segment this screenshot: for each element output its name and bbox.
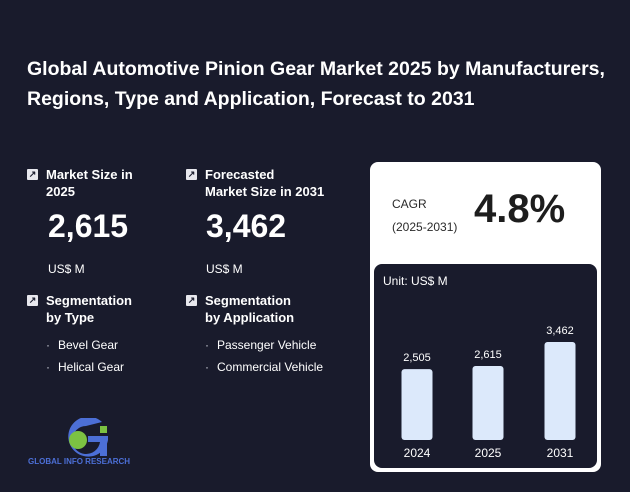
segment-item: Passenger Vehicle [217, 338, 317, 352]
segmentation-application-list: · Passenger Vehicle · Commercial Vehicle [205, 334, 323, 378]
market-size-value: 2,615 [48, 208, 129, 244]
segmentation-application-block: ↗ Segmentation by Application [186, 292, 294, 326]
arrow-icon: ↗ [186, 169, 197, 180]
cagr-card: CAGR (2025-2031) 4.8% Unit: US$ M 2,505 2… [370, 162, 601, 472]
logo-text: GLOBAL INFO RESEARCH [28, 457, 131, 466]
category-label: 2025 [475, 446, 502, 460]
bullet-icon: · [205, 360, 209, 374]
cagr-label-block: CAGR (2025-2031) [392, 193, 457, 239]
segmentation-type-block: ↗ Segmentation by Type [27, 292, 132, 326]
forecast-size-value: 3,462 [206, 208, 287, 244]
bar-2031 [544, 342, 576, 440]
market-size-unit: US$ M [48, 262, 85, 276]
forecast-size-unit: US$ M [206, 262, 243, 276]
segment-item: Commercial Vehicle [217, 360, 324, 374]
chart-unit-label: Unit: US$ M [383, 274, 448, 288]
segment-item: Helical Gear [58, 360, 125, 374]
list-item: · Bevel Gear [46, 334, 124, 356]
bullet-icon: · [205, 338, 209, 352]
bar-2024 [401, 369, 433, 440]
category-label: 2024 [404, 446, 431, 460]
forecast-size-label: Forecasted Market Size in 2031 [205, 167, 325, 199]
market-size-block: ↗ Market Size in 2025 [27, 166, 133, 200]
list-item: · Helical Gear [46, 356, 124, 378]
arrow-icon: ↗ [27, 169, 38, 180]
bar-chart: 2,505 2024 2,615 2025 3,462 2031 [401, 325, 576, 460]
bar-2025 [472, 365, 504, 440]
segmentation-type-label: Segmentation by Type [46, 293, 132, 325]
market-size-label: Market Size in 2025 [46, 167, 133, 199]
bar-value-label: 2,615 [474, 349, 502, 361]
bullet-icon: · [46, 360, 50, 374]
category-label: 2031 [547, 446, 574, 460]
bar-value-label: 2,505 [403, 352, 431, 364]
forecast-size-block: ↗ Forecasted Market Size in 2031 [186, 166, 324, 200]
gir-logo-icon [68, 418, 108, 457]
list-item: · Passenger Vehicle [205, 334, 323, 356]
cagr-period: (2025-2031) [392, 220, 458, 234]
chart-panel: Unit: US$ M 2,505 2024 2,615 2025 3,462 2031 [374, 264, 597, 468]
page-title: Global Automotive Pinion Gear Market 202… [27, 58, 605, 110]
cagr-value: 4.8% [474, 187, 566, 231]
segment-item: Bevel Gear [58, 338, 119, 352]
bullet-icon: · [46, 338, 50, 352]
arrow-icon: ↗ [186, 295, 197, 306]
cagr-label: CAGR [392, 197, 427, 211]
bar-value-label: 3,462 [546, 325, 574, 337]
list-item: · Commercial Vehicle [205, 356, 323, 378]
segmentation-type-list: · Bevel Gear · Helical Gear [46, 334, 124, 378]
arrow-icon: ↗ [27, 295, 38, 306]
segmentation-application-label: Segmentation by Application [205, 293, 295, 325]
